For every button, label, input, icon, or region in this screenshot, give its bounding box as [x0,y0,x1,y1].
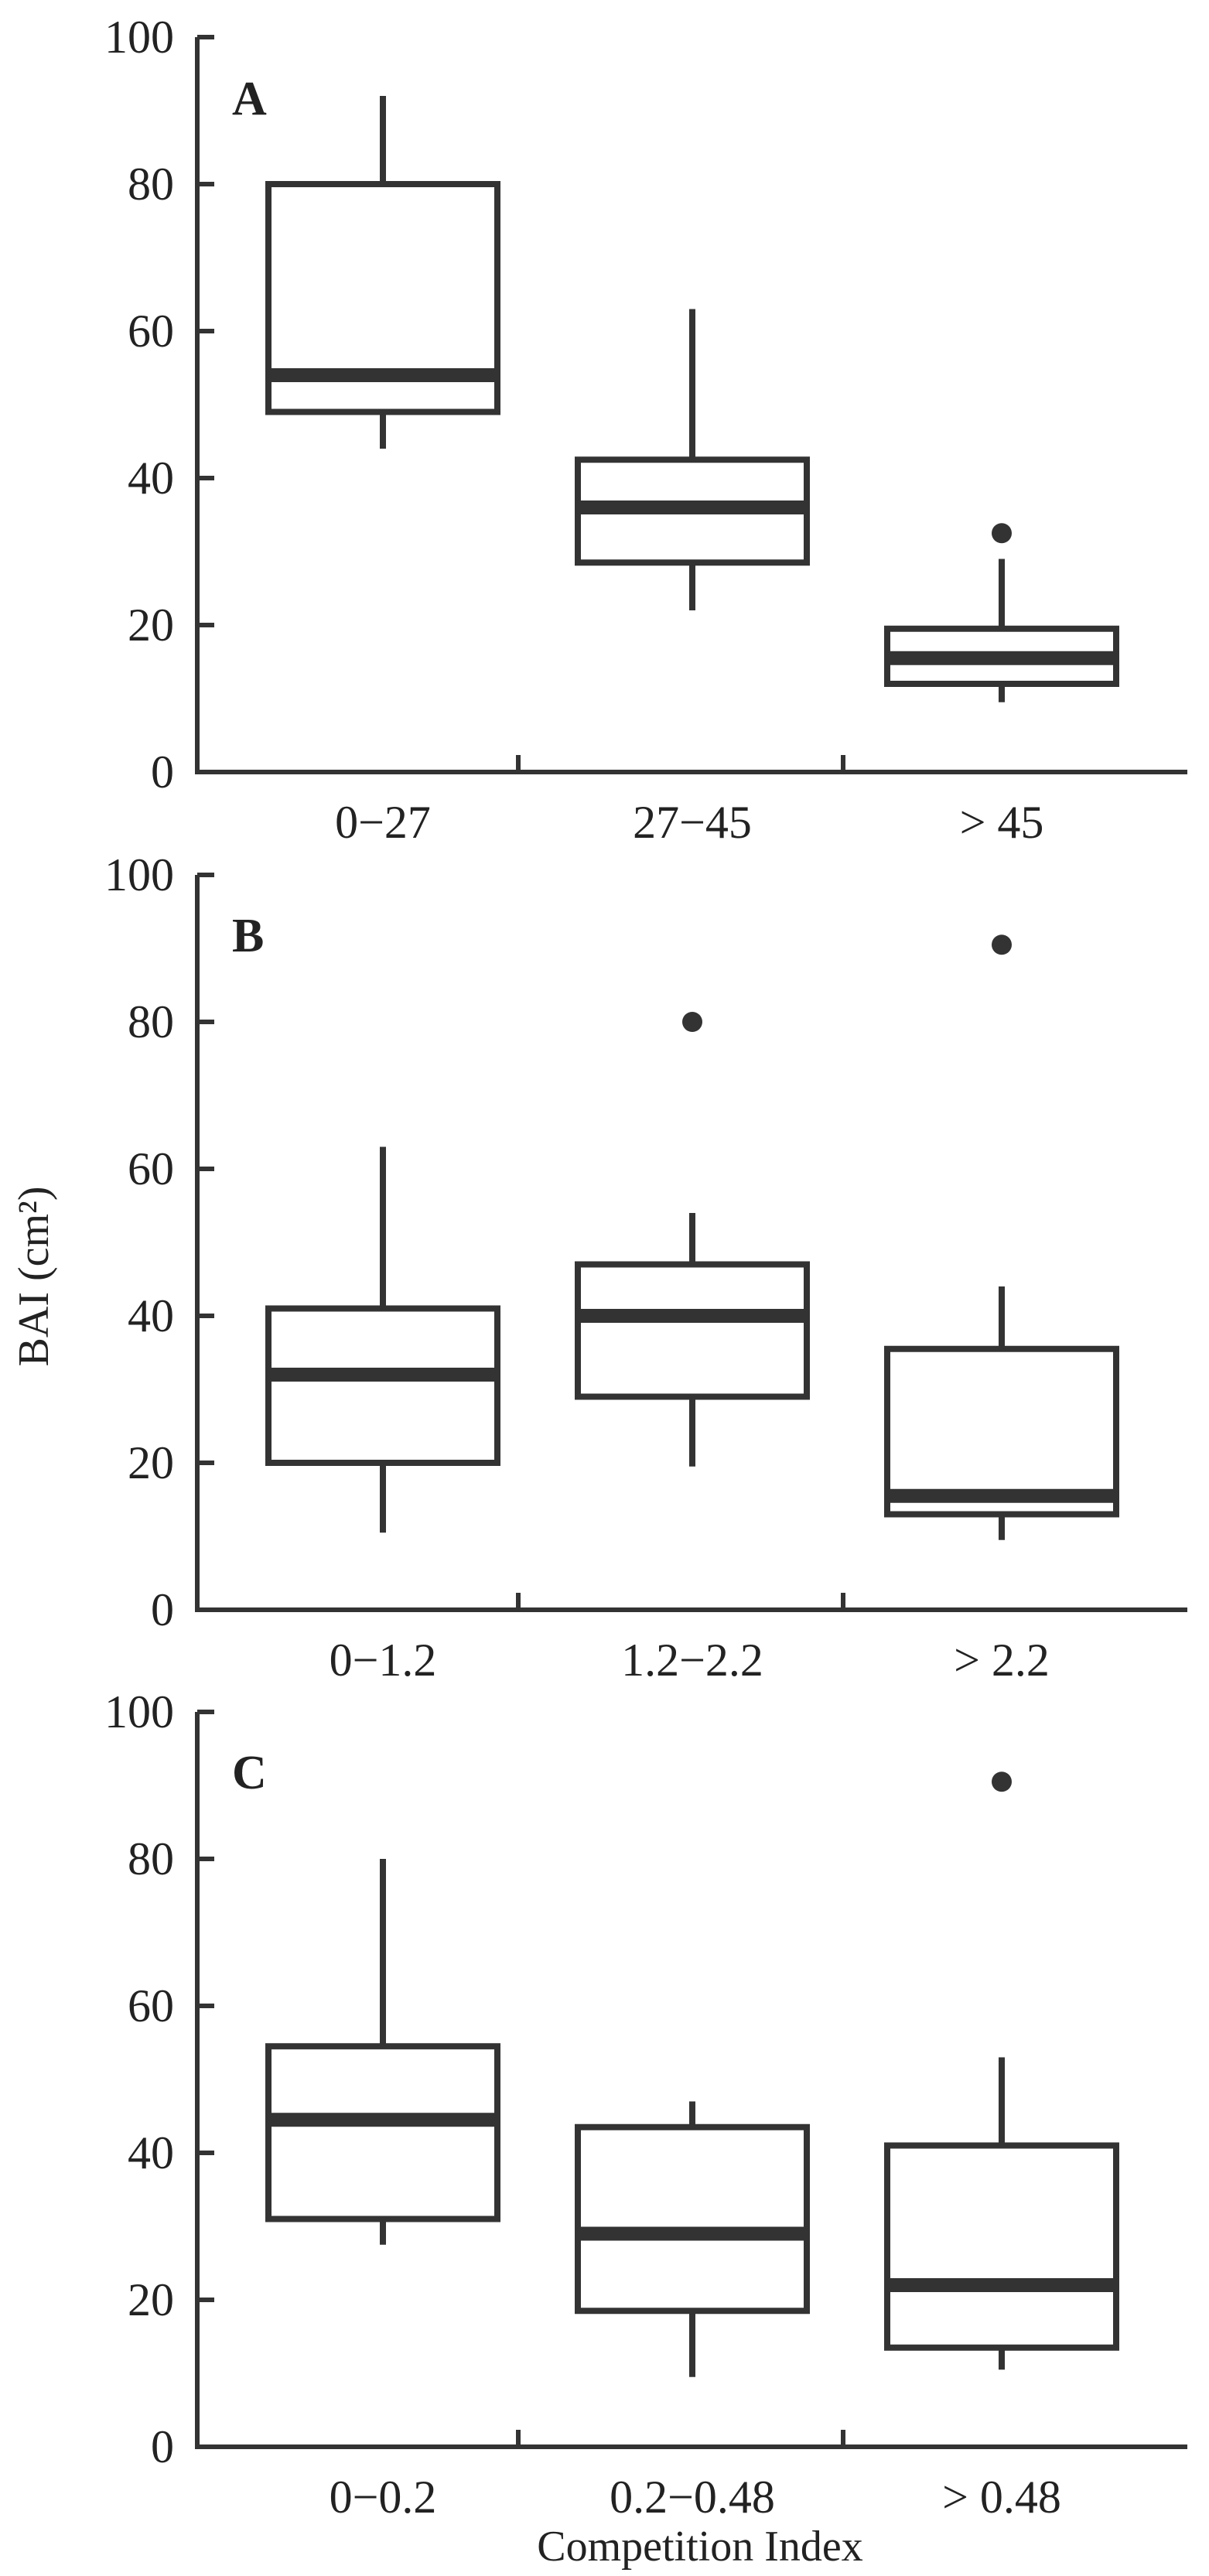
x-tick-label: 1.2−2.2 [621,1635,763,1686]
x-tick-label: 27−45 [633,797,752,848]
panel-letter: B [232,910,264,962]
x-tick-label: > 0.48 [942,2472,1061,2523]
iqr-box [265,1305,500,1466]
outlier-point [992,523,1012,544]
y-tick-label: 0 [151,746,174,798]
y-tick-label: 60 [128,306,174,357]
outlier-point [682,1012,702,1032]
y-axis-title: BAI (cm²) [10,1187,58,1367]
x-tick-label: 0.2−0.48 [610,2472,775,2523]
y-tick-label: 100 [104,12,174,63]
iqr-box [575,2123,810,2315]
y-tick-label: 40 [128,1290,174,1341]
x-tick-label: 0−27 [335,797,431,848]
outlier-point [992,1771,1012,1792]
y-tick-label: 60 [128,1980,174,2031]
y-tick-label: 40 [128,2127,174,2178]
x-tick-label: > 2.2 [954,1635,1050,1686]
y-tick-label: 20 [128,600,174,651]
panel-letter: C [232,1747,267,1799]
panel-c: 0 20 40 60 80 100 C 0−0.2 0.2−0.48 > 0.48 [104,1686,1187,2523]
y-tick-label: 40 [128,453,174,504]
panel-b: 0 20 40 60 80 100 B 0−1.2 1.2−2.2 > 2.2 [104,849,1187,1686]
x-tick-label: > 45 [960,797,1044,848]
y-tick-label: 0 [151,1584,174,1635]
y-tick-label: 100 [104,849,174,900]
iqr-box [575,1261,810,1400]
x-tick-label: 0−1.2 [330,1635,437,1686]
panel-letter: A [232,73,267,125]
panel-a: 0 20 40 60 80 100 A 0−27 27−45 > 45 [104,12,1187,848]
y-tick-label: 80 [128,159,174,210]
outlier-point [992,934,1012,955]
y-tick-label: 0 [151,2421,174,2472]
y-tick-label: 60 [128,1143,174,1194]
x-tick-label: 0−0.2 [330,2472,437,2523]
iqr-box [265,2043,500,2222]
y-tick-label: 80 [128,996,174,1047]
x-axis-title: Competition Index [537,2523,863,2571]
iqr-box [884,1345,1119,1518]
iqr-box [884,2142,1119,2351]
y-tick-label: 20 [128,2274,174,2325]
y-tick-label: 100 [104,1686,174,1737]
y-tick-label: 20 [128,1437,174,1488]
y-tick-label: 80 [128,1833,174,1884]
